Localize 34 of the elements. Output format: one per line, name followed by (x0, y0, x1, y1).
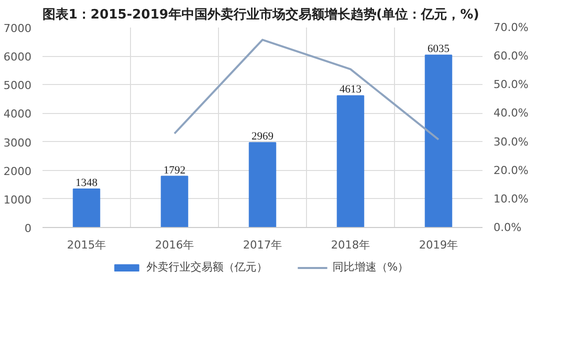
y-tick-label: 4000 (4, 108, 32, 121)
x-tick-label: 2016年 (155, 238, 194, 252)
bar (160, 176, 188, 228)
chart-title: 图表1：2015-2019年中国外卖行业市场交易额增长趋势(单位：亿元，%) (42, 6, 480, 22)
x-tick-label: 2019年 (419, 238, 458, 252)
x-tick-label: 2015年 (67, 238, 106, 252)
data-label: 1792 (164, 164, 186, 176)
y2-tick-label: 30.0% (494, 135, 528, 148)
y-tick-label: 5000 (4, 79, 32, 92)
y2-tick-label: 10.0% (494, 192, 528, 206)
y-tick-label: 2000 (4, 164, 32, 178)
bar (248, 142, 276, 228)
y2-tick-label: 50.0% (494, 78, 528, 92)
y2-tick-label: 0.0% (494, 221, 522, 234)
y2-tick-label: 40.0% (494, 106, 528, 120)
y-tick-label: 7000 (4, 22, 32, 35)
x-tick-label: 2017年 (243, 238, 282, 252)
y-tick-label: 6000 (4, 50, 32, 64)
data-label: 1348 (76, 176, 98, 189)
legend-label: 同比增速（%） (332, 260, 409, 274)
data-label: 4613 (340, 84, 362, 96)
y-tick-label: 3000 (4, 136, 32, 150)
x-tick-label: 2018年 (331, 238, 370, 252)
y2-tick-label: 20.0% (494, 164, 528, 177)
bar (336, 95, 364, 228)
legend-label: 外卖行业交易额（亿元） (146, 260, 268, 274)
bar (424, 54, 452, 228)
bar (72, 188, 100, 228)
y2-tick-label: 60.0% (494, 50, 528, 63)
y-tick-label: 0 (24, 222, 32, 235)
y2-tick-label: 70.0% (494, 21, 528, 34)
data-label: 2969 (252, 130, 274, 143)
y-tick-label: 1000 (4, 193, 32, 206)
data-label: 6035 (428, 43, 450, 56)
